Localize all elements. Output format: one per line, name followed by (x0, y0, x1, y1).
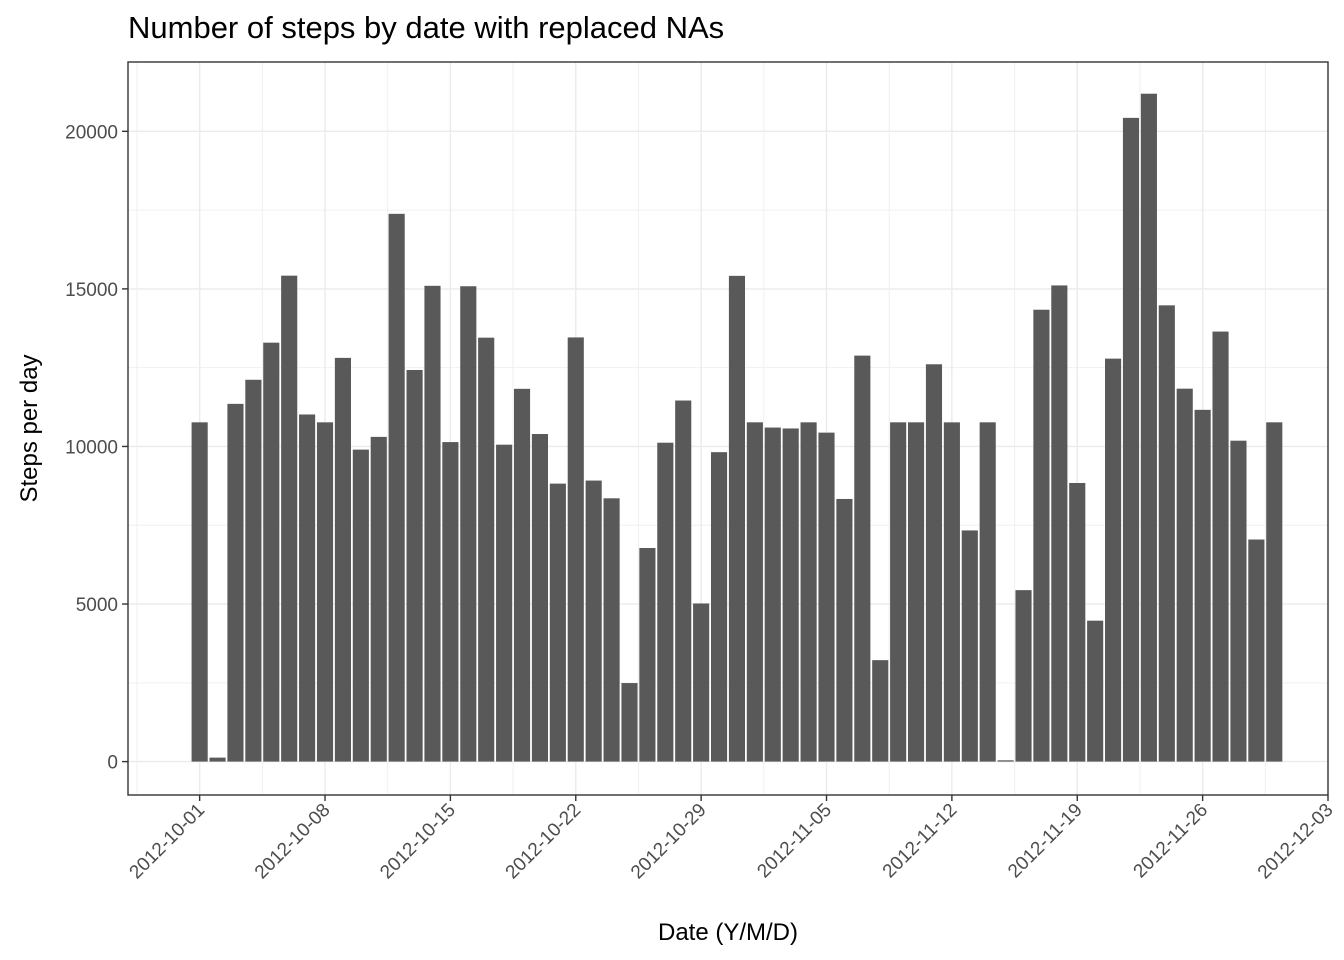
bar (424, 285, 441, 762)
x-tick-label: 2012-11-26 (1130, 800, 1213, 883)
bar (675, 400, 692, 762)
x-tick-label: 2012-11-19 (1004, 800, 1087, 883)
bar (370, 436, 387, 762)
y-tick-label: 5000 (76, 595, 118, 616)
bar (263, 342, 280, 762)
y-tick-label: 15000 (65, 280, 118, 301)
x-tick-label: 2012-11-12 (879, 800, 962, 883)
bar (657, 442, 674, 762)
bar (603, 498, 620, 762)
bar (531, 434, 548, 762)
bar (1194, 409, 1211, 762)
x-tick-label: 2012-10-08 (251, 800, 335, 884)
bar (836, 498, 853, 762)
x-axis-title: Date (Y/M/D) (658, 919, 798, 946)
bar (388, 213, 405, 762)
bar (979, 422, 996, 762)
bar (1015, 590, 1032, 762)
bar (316, 422, 334, 762)
panel-border (127, 61, 1329, 796)
bar (585, 480, 602, 762)
y-tick-label: 10000 (65, 437, 118, 458)
y-tick-label: 20000 (65, 122, 118, 143)
bar (800, 422, 817, 762)
bar (621, 683, 638, 762)
bar (728, 275, 746, 762)
chart-title: Number of steps by date with replaced NA… (128, 10, 725, 45)
x-tick-label: 2012-12-03 (1254, 800, 1338, 884)
bar (693, 603, 710, 762)
minor-gridlines (128, 62, 1328, 795)
bar (245, 379, 262, 762)
bar (299, 414, 316, 762)
x-tick-label: 2012-10-22 (502, 800, 586, 884)
bar (710, 452, 728, 762)
x-tick-label: 2012-10-15 (376, 800, 460, 884)
bar (406, 370, 423, 762)
bar (908, 422, 925, 762)
bar (925, 364, 943, 762)
bar (782, 428, 799, 762)
bar (567, 337, 584, 762)
bar (1158, 305, 1175, 762)
bar (227, 403, 244, 762)
bar (1266, 422, 1283, 762)
bar (890, 422, 907, 762)
bar (442, 442, 459, 762)
bar (1105, 358, 1122, 762)
y-axis-title: Steps per day (16, 354, 43, 502)
bar (1122, 117, 1140, 762)
bar (854, 355, 871, 762)
bar (1069, 482, 1086, 762)
bar (1033, 309, 1050, 762)
bar (1212, 331, 1229, 762)
bar (1248, 539, 1265, 762)
bar (1087, 620, 1104, 762)
x-tick-label: 2012-10-29 (627, 800, 711, 884)
bar (281, 275, 298, 762)
bar (209, 757, 226, 762)
bar (191, 422, 208, 762)
bar (872, 660, 889, 762)
bar (334, 357, 351, 762)
bar (549, 483, 566, 762)
bar (943, 422, 960, 762)
x-tick-label: 2012-11-05 (753, 800, 836, 883)
x-axis: 2012-10-01 2012-10-08 2012-10-15 2012-10-22… (126, 795, 1338, 883)
bar (1176, 388, 1193, 762)
bar (352, 449, 369, 762)
y-axis: 0 5000 10000 15000 20000 (65, 122, 128, 774)
bar (997, 760, 1014, 762)
y-tick-label: 0 (107, 753, 118, 774)
bars (191, 93, 1283, 762)
bar (1140, 93, 1157, 762)
bar (496, 444, 513, 762)
bar (1230, 440, 1247, 762)
bar (1051, 285, 1068, 762)
bar (478, 337, 495, 762)
bar (513, 388, 531, 762)
bar (818, 432, 835, 762)
x-tick-label: 2012-10-01 (126, 800, 210, 884)
bar (764, 427, 781, 762)
bar (746, 422, 763, 762)
bar (460, 286, 477, 762)
bar (639, 547, 656, 762)
bar (961, 530, 978, 762)
